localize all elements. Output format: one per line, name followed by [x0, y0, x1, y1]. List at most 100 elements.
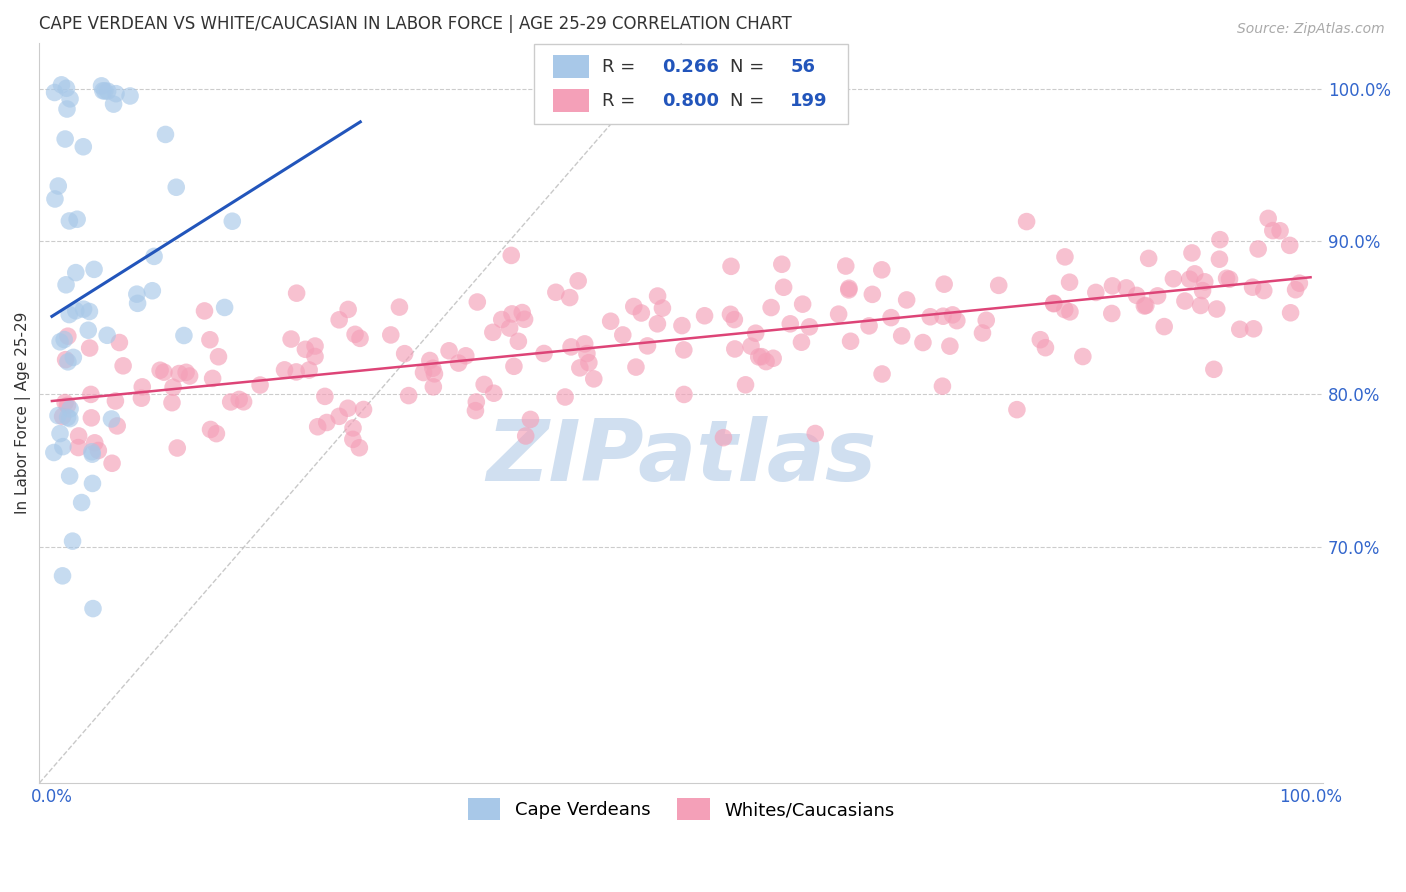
Point — [762, 351, 785, 366]
Point — [934, 277, 956, 292]
Point — [1218, 272, 1240, 286]
Point — [1015, 214, 1038, 228]
Point — [349, 331, 371, 345]
Point — [80, 410, 103, 425]
Point — [568, 360, 591, 375]
Point — [51, 78, 73, 92]
Point — [799, 319, 821, 334]
Point — [380, 328, 402, 343]
Point — [342, 433, 364, 447]
Point — [974, 313, 997, 327]
Point — [544, 285, 567, 300]
Point — [720, 260, 742, 274]
Point — [1257, 211, 1279, 226]
Point — [1153, 319, 1175, 334]
Point — [1005, 402, 1028, 417]
Point — [273, 363, 295, 377]
Point — [228, 392, 250, 407]
Point — [870, 367, 893, 381]
Point — [56, 398, 79, 412]
Point — [62, 534, 84, 549]
Point — [501, 307, 523, 321]
Point — [422, 361, 444, 376]
Point — [838, 283, 860, 297]
Point — [77, 323, 100, 337]
Point — [388, 300, 411, 314]
Point — [838, 281, 860, 295]
Point — [1042, 296, 1064, 310]
Point — [942, 308, 965, 322]
Point — [1247, 242, 1270, 256]
Point — [880, 310, 903, 325]
Text: 0.800: 0.800 — [662, 92, 718, 110]
Point — [423, 367, 446, 381]
Point — [94, 84, 117, 98]
Point — [501, 248, 523, 262]
Point — [599, 314, 621, 328]
Point — [65, 266, 87, 280]
Point — [860, 287, 883, 301]
Point — [100, 412, 122, 426]
Point — [1146, 289, 1168, 303]
FancyBboxPatch shape — [553, 89, 589, 112]
Point — [1029, 333, 1052, 347]
Point — [166, 441, 188, 455]
Point — [207, 350, 229, 364]
Point — [939, 339, 962, 353]
Point — [464, 403, 486, 417]
Point — [560, 340, 582, 354]
Point — [890, 329, 912, 343]
Point — [744, 326, 766, 341]
Point — [651, 301, 673, 315]
Point — [80, 387, 103, 401]
Point — [672, 387, 695, 401]
Text: R =: R = — [602, 92, 636, 110]
Point — [1133, 299, 1156, 313]
Point — [1059, 275, 1081, 289]
Point — [578, 356, 600, 370]
Point — [62, 351, 84, 365]
Point — [1261, 224, 1284, 238]
Point — [149, 363, 172, 377]
Point — [533, 346, 555, 360]
Point — [1194, 275, 1216, 289]
Point — [519, 412, 541, 426]
Point — [394, 346, 416, 360]
Point — [482, 326, 505, 340]
Point — [759, 301, 782, 315]
Point — [103, 97, 125, 112]
Point — [672, 343, 695, 357]
Point — [447, 356, 470, 370]
Point — [1059, 305, 1081, 319]
Point — [328, 409, 350, 424]
Point — [219, 395, 242, 409]
Point — [214, 301, 236, 315]
Point — [513, 312, 536, 326]
Point — [179, 369, 201, 384]
Point — [465, 395, 488, 409]
Point — [83, 262, 105, 277]
Point — [920, 310, 942, 324]
FancyBboxPatch shape — [553, 54, 589, 78]
Point — [1189, 298, 1212, 312]
Point — [770, 257, 793, 271]
Point — [51, 569, 73, 583]
Text: N =: N = — [730, 58, 765, 76]
Point — [858, 318, 880, 333]
Point — [508, 334, 530, 349]
Point — [101, 456, 124, 470]
Point — [174, 365, 197, 379]
Point — [630, 306, 652, 320]
Point — [623, 300, 645, 314]
Point — [315, 416, 337, 430]
Point — [165, 180, 187, 194]
Point — [1137, 252, 1160, 266]
Point — [304, 350, 326, 364]
Point — [125, 287, 148, 301]
Point — [612, 327, 634, 342]
Point — [839, 334, 862, 349]
Point — [1053, 250, 1076, 264]
Point — [337, 302, 360, 317]
Point — [779, 317, 801, 331]
Point — [792, 297, 814, 311]
